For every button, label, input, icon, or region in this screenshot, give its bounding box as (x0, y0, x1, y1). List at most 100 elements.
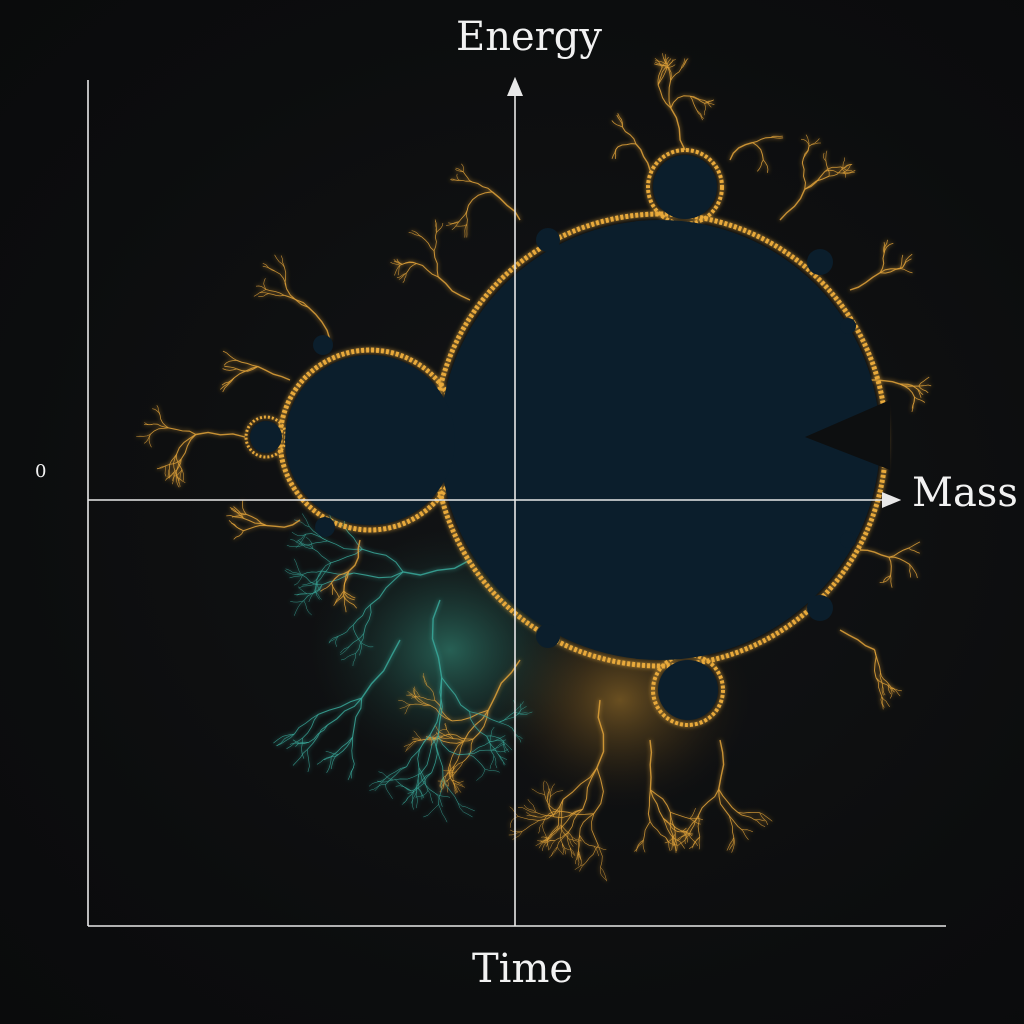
tendril (438, 777, 444, 805)
axes (87, 76, 946, 927)
tendril (518, 816, 539, 821)
tendril (231, 514, 247, 518)
tendril (452, 770, 458, 778)
tendril (521, 820, 540, 832)
tendril (230, 522, 244, 532)
tendril (621, 126, 637, 145)
tendril (670, 811, 691, 819)
tendril (509, 816, 519, 828)
tendril (546, 788, 551, 801)
tendril (408, 693, 418, 698)
tendril (697, 788, 720, 816)
tendril (437, 276, 471, 301)
tendril (407, 691, 417, 699)
tendril (437, 677, 443, 736)
tendril (303, 584, 323, 601)
tendril (384, 766, 407, 780)
tendril (718, 789, 730, 817)
tendril (560, 824, 573, 837)
tendril (417, 787, 424, 798)
tendril (440, 732, 454, 739)
tendril (321, 572, 354, 586)
tendril (664, 833, 676, 844)
tendril (577, 853, 580, 866)
tendril (770, 137, 784, 139)
tendril (405, 740, 417, 752)
tendril (220, 377, 235, 390)
tendril (569, 847, 576, 856)
tendril (593, 845, 607, 850)
tendril (436, 222, 444, 233)
tendril (696, 110, 703, 121)
cardioid-notch (805, 400, 890, 470)
tendril (402, 273, 407, 283)
tendril (435, 735, 444, 778)
tendril (578, 853, 582, 866)
tendril (401, 790, 414, 805)
tendril (343, 590, 356, 599)
tendril (549, 796, 555, 818)
tendril (561, 808, 583, 828)
tendril (665, 837, 671, 852)
tendril (284, 267, 287, 289)
tendril (825, 160, 830, 177)
tendril (303, 600, 312, 616)
tendril (825, 150, 828, 161)
tendril (663, 57, 667, 69)
tendril (888, 556, 910, 565)
tendril (176, 454, 183, 470)
tendril (333, 595, 344, 606)
tendril (412, 738, 422, 741)
tendril (298, 582, 317, 589)
tendril (246, 513, 268, 527)
tendril (484, 768, 500, 773)
tendril (355, 633, 365, 654)
tendril (437, 735, 469, 756)
tendril (688, 834, 699, 847)
tendril (348, 539, 361, 572)
tendril (173, 458, 182, 473)
main-cardioid (440, 220, 880, 660)
tendril (486, 735, 495, 756)
tendril (326, 756, 332, 773)
tendril (280, 255, 285, 268)
tendril (328, 635, 339, 644)
tendril (378, 771, 394, 781)
tendril (343, 595, 358, 609)
tendril (704, 103, 706, 116)
tendril (502, 740, 510, 753)
tendril (312, 548, 331, 564)
tendril (436, 737, 464, 744)
tendril (467, 753, 486, 770)
tendril (361, 639, 401, 699)
tendril (915, 387, 924, 396)
tendril (489, 726, 495, 742)
tendril (681, 58, 685, 69)
tendril (560, 825, 569, 839)
tendril (911, 397, 915, 413)
tendril (302, 579, 317, 586)
tendril (233, 506, 244, 519)
tendril (514, 711, 528, 715)
tendril (412, 689, 418, 698)
tendril (899, 383, 919, 387)
tendril (230, 508, 247, 515)
tendril (689, 807, 696, 819)
tendril (869, 379, 900, 385)
tendril (374, 778, 385, 792)
tendril (305, 533, 328, 542)
tendril (362, 548, 404, 573)
tendril (728, 815, 735, 838)
tendril (418, 767, 429, 791)
tendril (689, 818, 701, 825)
tendril (550, 783, 555, 797)
tendril (574, 861, 587, 870)
tendril (560, 827, 563, 844)
tendril (883, 575, 891, 583)
tendril (649, 821, 666, 838)
tendril (491, 743, 505, 751)
tendril (462, 171, 473, 183)
tendril (417, 734, 431, 768)
tendril (696, 110, 704, 119)
